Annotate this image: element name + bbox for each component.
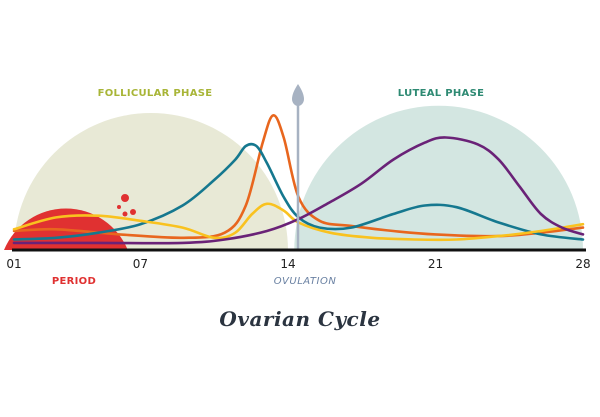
chart-title: Ovarian Cycle xyxy=(219,307,380,331)
series-line-1 xyxy=(12,142,585,241)
luteal-phase-label: LUTEAL PHASE xyxy=(398,88,484,99)
follicular-phase-label: FOLLICULAR PHASE xyxy=(98,88,213,99)
period-label: PERIOD xyxy=(52,276,96,287)
series-line-3 xyxy=(12,136,585,245)
x-tick-label-3: 21 xyxy=(428,257,443,271)
x-tick-label-4: 28 xyxy=(575,257,590,271)
ovulation-label: OVULATION xyxy=(274,276,337,287)
hormone-series xyxy=(12,114,585,245)
x-tick-labels: 01 07 14 21 28 xyxy=(6,257,590,271)
x-tick-label-0: 01 xyxy=(6,257,21,271)
series-line-0 xyxy=(12,114,585,240)
period-droplet-2 xyxy=(122,211,128,217)
phase-background-1 xyxy=(294,105,583,250)
period-droplet-0 xyxy=(121,194,129,202)
period-droplet-3 xyxy=(117,205,121,209)
x-tick-label-1: 07 xyxy=(133,257,148,271)
x-tick-label-2: 14 xyxy=(280,257,295,271)
series-line-2 xyxy=(12,202,585,242)
period-droplet-1 xyxy=(130,209,136,215)
egg-drop-icon xyxy=(292,84,304,106)
